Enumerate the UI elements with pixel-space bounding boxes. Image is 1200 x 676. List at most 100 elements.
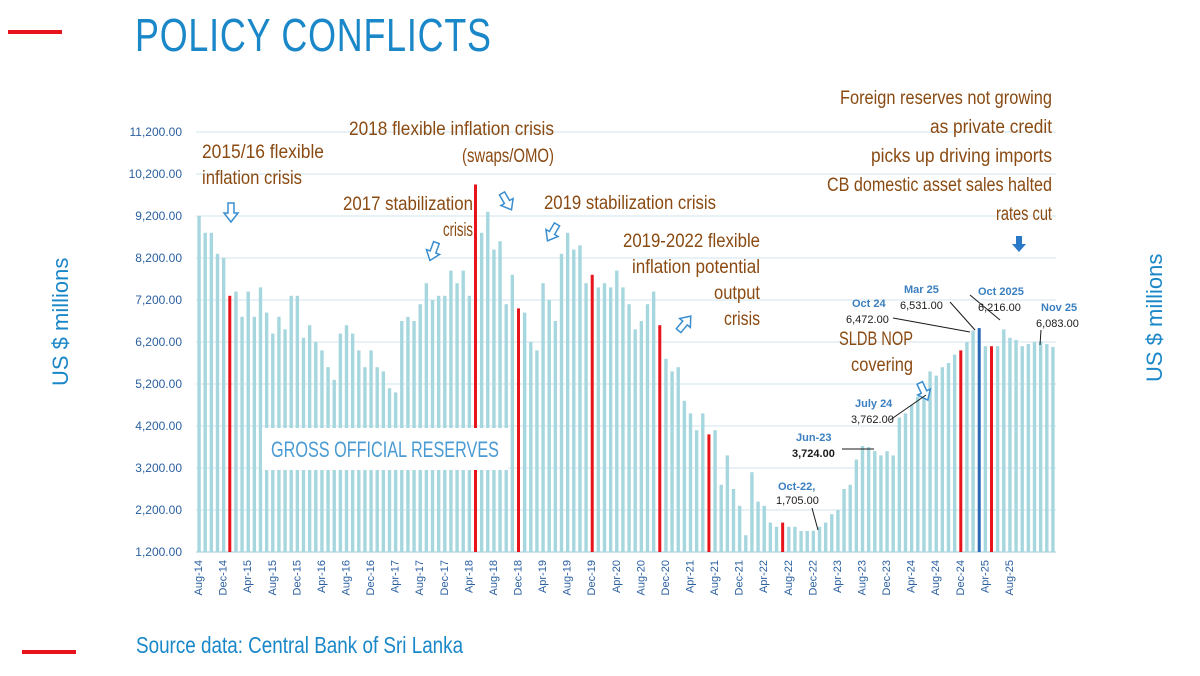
y-tick-label: 9,200.00 (135, 209, 182, 223)
data-bar (934, 375, 938, 552)
data-bar (903, 413, 908, 552)
x-tick-label: Aug-25 (1004, 560, 1016, 595)
annotation-text: crisis (443, 220, 473, 241)
down-arrow-icon (498, 190, 515, 211)
data-bar (621, 287, 625, 552)
x-tick-label: Apr-15 (242, 560, 254, 593)
x-tick-label: Aug-23 (857, 560, 869, 595)
data-bar (688, 413, 693, 552)
data-bar (252, 316, 257, 552)
callout-value-label: 3,762.00 (851, 414, 894, 426)
callout-value-label: 6,216.00 (978, 302, 1021, 314)
data-bar (584, 283, 588, 552)
data-bar (1032, 342, 1037, 552)
y-tick-label: 2,200.00 (135, 503, 182, 517)
callout-leader (892, 317, 971, 333)
down-arrow-icon (425, 240, 442, 262)
y-tick-label: 5,200.00 (135, 377, 182, 391)
data-bar (615, 270, 619, 552)
data-bar (848, 484, 852, 552)
data-bar (535, 350, 539, 552)
data-bar (627, 304, 631, 552)
data-bar (1038, 341, 1043, 552)
callout-date-label: Oct-22, (778, 481, 815, 493)
annotation-text: 2019-2022 flexible (623, 231, 760, 252)
data-bar (645, 304, 650, 552)
data-bar (842, 489, 846, 552)
x-tick-label: Dec-21 (734, 560, 746, 595)
annotation-text: rates cut (996, 204, 1053, 225)
annotation-text: (swaps/OMO) (462, 146, 554, 167)
data-bar (909, 405, 914, 552)
data-bar (750, 472, 754, 552)
data-bar (430, 300, 435, 552)
crisis-bar (474, 184, 477, 552)
data-bar (246, 291, 250, 552)
data-bar (1014, 339, 1018, 552)
x-tick-label: Apr-18 (463, 560, 475, 593)
annotation-text: 2015/16 flexible (202, 142, 324, 163)
x-tick-label: Aug-16 (341, 560, 353, 595)
data-bar (221, 258, 226, 552)
data-bar (443, 295, 447, 552)
data-bar (387, 388, 392, 552)
page-title: POLICY CONFLICTS (135, 9, 492, 61)
crisis-bar (590, 274, 594, 552)
series-label: GROSS OFFICIAL RESERVES (271, 437, 499, 462)
up-arrow-icon (675, 315, 692, 334)
data-bar (596, 287, 601, 552)
data-bar (553, 321, 558, 552)
x-tick-label: Aug-15 (267, 560, 279, 595)
data-bar (651, 291, 656, 552)
x-tick-label: Aug-19 (562, 560, 574, 595)
x-tick-label: Dec-16 (365, 560, 377, 595)
callout-date-label: Mar 25 (904, 284, 939, 296)
callout-leader (949, 301, 976, 331)
callout-date-label: July 24 (855, 398, 893, 410)
data-bar (486, 211, 490, 553)
y-tick-label: 11,200.00 (130, 125, 183, 139)
data-bar (946, 363, 951, 552)
crisis-bar (959, 350, 963, 552)
data-bar (1008, 337, 1012, 552)
data-bar (467, 295, 472, 552)
data-bar (639, 321, 644, 552)
data-bar (811, 530, 816, 552)
data-bar (928, 371, 932, 552)
data-bar (830, 514, 834, 552)
data-bar (240, 316, 244, 552)
data-bar (744, 535, 748, 552)
top-red-accent (8, 30, 62, 34)
callout-leader (811, 507, 819, 531)
crisis-bar (990, 346, 993, 552)
x-tick-label: Aug-24 (930, 560, 942, 595)
down-arrow-icon (1012, 236, 1026, 252)
highlight-bar (977, 328, 981, 552)
callout-date-label: Nov 25 (1041, 302, 1077, 314)
x-tick-label: Apr-20 (611, 560, 623, 593)
data-bar (995, 346, 1000, 552)
callout-leader (969, 294, 1001, 321)
crisis-bar (517, 308, 520, 552)
annotation-text: output (714, 283, 761, 304)
x-tick-label: Apr-25 (979, 560, 991, 593)
data-bar (449, 270, 453, 552)
data-bar (817, 526, 822, 552)
data-bar (565, 232, 570, 553)
data-bar (572, 249, 576, 552)
data-bar (664, 358, 668, 552)
data-bar (885, 451, 889, 552)
data-bar (971, 330, 975, 552)
down-arrow-icon (915, 380, 932, 402)
callout-date-label: Oct 2025 (978, 286, 1024, 298)
x-tick-label: Aug-14 (193, 560, 205, 595)
data-bar (492, 249, 496, 552)
data-bar (436, 295, 441, 552)
data-bar (1002, 329, 1006, 552)
data-bar (854, 459, 859, 552)
data-bar (209, 232, 214, 553)
x-tick-label: Dec-24 (955, 560, 967, 595)
data-bar (522, 312, 527, 552)
callout-value-label: 6,083.00 (1036, 318, 1079, 330)
data-bar (965, 342, 969, 552)
